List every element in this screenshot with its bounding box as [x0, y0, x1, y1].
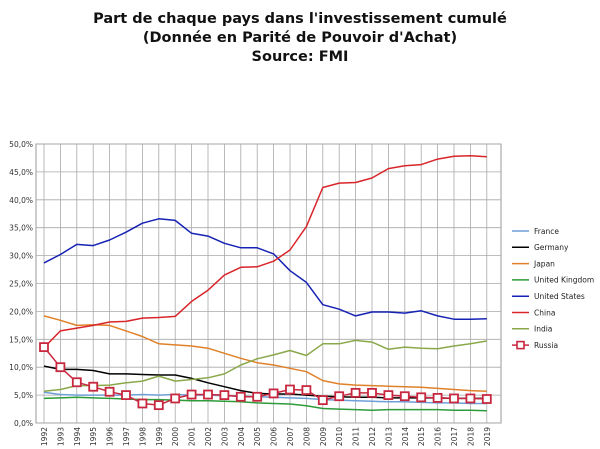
- data-point-russia: [481, 394, 492, 404]
- y-tick-label: 10,0%: [9, 363, 33, 372]
- series-line-china: [43, 154, 487, 349]
- data-point-russia: [416, 392, 427, 403]
- data-point-russia: [153, 400, 164, 411]
- data-point-russia: [367, 387, 377, 398]
- data-point-russia: [203, 389, 213, 400]
- x-tick-label: 2000: [171, 427, 180, 446]
- x-tick-label: 2013: [384, 427, 393, 446]
- y-tick-label: 50,0%: [9, 140, 33, 149]
- data-point-russia: [399, 391, 410, 402]
- series-line-united-kingdom: [43, 396, 487, 412]
- y-tick-label: 0,0%: [14, 419, 33, 428]
- legend-label-india: India: [534, 325, 552, 334]
- data-point-russia: [170, 393, 181, 404]
- data-point-russia: [219, 390, 230, 401]
- data-point-russia: [235, 391, 246, 402]
- data-point-russia: [317, 395, 328, 406]
- data-point-russia: [186, 389, 197, 400]
- chart-title-line-3: Source: FMI: [251, 49, 349, 65]
- legend-label-china: China: [534, 308, 555, 317]
- x-tick-label: 2001: [188, 427, 197, 446]
- legend-label-germany: Germany: [534, 243, 569, 252]
- chart-title-line-2: (Donnée en Parité de Pouvoir d'Achat): [142, 30, 458, 46]
- x-tick-label: 2004: [237, 427, 246, 446]
- x-tick-label: 2006: [270, 427, 279, 446]
- series-line-germany: [43, 365, 487, 400]
- y-tick-label: 20,0%: [9, 307, 33, 316]
- data-point-russia: [252, 391, 263, 402]
- y-tick-label: 45,0%: [9, 168, 33, 177]
- y-tick-label: 25,0%: [9, 280, 33, 289]
- legend-label-france: France: [534, 227, 559, 236]
- data-point-russia: [350, 387, 361, 398]
- data-point-russia: [383, 390, 394, 401]
- legend-marker-russia: [516, 340, 525, 350]
- x-tick-label: 2010: [335, 427, 344, 446]
- x-tick-label: 1994: [73, 427, 82, 446]
- data-point-russia: [432, 392, 443, 403]
- data-point-russia: [268, 388, 279, 399]
- x-tick-label: 1997: [122, 427, 131, 446]
- data-point-russia: [104, 386, 115, 397]
- x-tick-label: 1995: [89, 427, 98, 446]
- x-tick-label: 2019: [483, 427, 492, 446]
- chart-title-line-1: Part de chaque pays dans l'investissemen…: [93, 11, 507, 27]
- data-point-russia: [137, 398, 148, 409]
- x-tick-label: 2014: [401, 427, 410, 446]
- x-tick-label: 2016: [434, 427, 443, 446]
- y-tick-label: 5,0%: [14, 391, 33, 400]
- x-tick-label: 2002: [204, 427, 213, 446]
- x-tick-label: 2008: [302, 427, 311, 446]
- legend-label-russia: Russia: [534, 341, 558, 350]
- x-tick-label: 1998: [138, 427, 147, 446]
- data-point-russia: [121, 390, 131, 401]
- data-point-russia: [285, 384, 295, 395]
- x-tick-label: 2005: [253, 427, 262, 446]
- x-tick-label: 1999: [155, 427, 164, 446]
- y-tick-label: 30,0%: [9, 252, 33, 261]
- legend-label-united-kingdom: United Kingdom: [534, 276, 594, 285]
- legend-label-japan: Japan: [533, 259, 555, 268]
- series-line-france: [43, 391, 487, 405]
- x-tick-label: 1992: [40, 427, 49, 446]
- data-point-russia: [465, 393, 476, 404]
- series-line-russia: [43, 346, 487, 406]
- series-line-japan: [43, 315, 487, 392]
- x-tick-label: 1993: [56, 427, 65, 446]
- x-tick-label: 2007: [286, 427, 295, 446]
- x-tick-label: 2012: [368, 427, 377, 446]
- data-point-russia: [449, 393, 459, 404]
- y-tick-label: 15,0%: [9, 335, 33, 344]
- x-tick-label: 2003: [220, 427, 229, 446]
- chart-title: Part de chaque pays dans l'investissemen…: [0, 10, 600, 67]
- y-tick-label: 35,0%: [9, 224, 33, 233]
- data-point-russia: [301, 385, 312, 395]
- x-tick-label: 1996: [106, 427, 115, 446]
- x-tick-label: 2017: [450, 427, 459, 446]
- data-point-russia: [55, 362, 66, 373]
- x-tick-label: 2011: [352, 427, 361, 446]
- data-point-russia: [39, 342, 49, 353]
- series-line-india: [43, 339, 487, 392]
- data-point-russia: [71, 377, 82, 388]
- legend-label-united-states: United States: [534, 292, 585, 301]
- data-point-russia: [88, 381, 99, 392]
- y-tick-label: 40,0%: [9, 196, 33, 205]
- x-tick-label: 2009: [319, 427, 328, 446]
- x-tick-label: 2018: [466, 427, 475, 446]
- x-tick-label: 2015: [417, 427, 426, 446]
- series-line-united-states: [43, 218, 487, 320]
- data-point-russia: [334, 391, 345, 402]
